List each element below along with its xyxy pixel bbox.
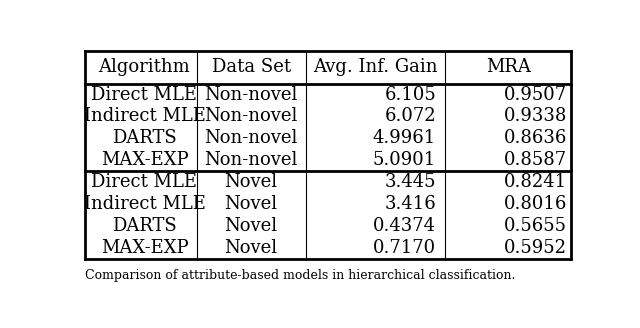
Text: Non-novel: Non-novel bbox=[204, 130, 298, 147]
Text: 6.105: 6.105 bbox=[385, 86, 436, 104]
Text: MAX-EXP: MAX-EXP bbox=[100, 151, 188, 169]
Text: 3.445: 3.445 bbox=[385, 173, 436, 191]
Text: 3.416: 3.416 bbox=[385, 195, 436, 213]
Text: DARTS: DARTS bbox=[112, 217, 177, 235]
Text: Novel: Novel bbox=[225, 239, 278, 257]
Text: Indirect MLE: Indirect MLE bbox=[84, 195, 205, 213]
Text: Comparison of attribute-based models in hierarchical classification.: Comparison of attribute-based models in … bbox=[85, 269, 515, 282]
Text: Novel: Novel bbox=[225, 217, 278, 235]
Text: 0.9338: 0.9338 bbox=[504, 108, 567, 126]
Text: 0.8636: 0.8636 bbox=[504, 130, 567, 147]
Text: 0.8016: 0.8016 bbox=[504, 195, 567, 213]
Text: 4.9961: 4.9961 bbox=[373, 130, 436, 147]
Text: MRA: MRA bbox=[486, 58, 531, 76]
Text: 0.8587: 0.8587 bbox=[504, 151, 567, 169]
Text: 0.4374: 0.4374 bbox=[373, 217, 436, 235]
Text: Non-novel: Non-novel bbox=[204, 151, 298, 169]
Text: Novel: Novel bbox=[225, 173, 278, 191]
Text: MAX-EXP: MAX-EXP bbox=[100, 239, 188, 257]
Text: 0.9507: 0.9507 bbox=[504, 86, 567, 104]
Text: 6.072: 6.072 bbox=[385, 108, 436, 126]
Text: Direct MLE: Direct MLE bbox=[92, 86, 198, 104]
Text: Non-novel: Non-novel bbox=[204, 108, 298, 126]
Text: Direct MLE: Direct MLE bbox=[92, 173, 198, 191]
Text: Indirect MLE: Indirect MLE bbox=[84, 108, 205, 126]
Text: Algorithm: Algorithm bbox=[99, 58, 190, 76]
Text: Non-novel: Non-novel bbox=[204, 86, 298, 104]
Text: 0.5655: 0.5655 bbox=[504, 217, 567, 235]
Text: 0.8241: 0.8241 bbox=[504, 173, 567, 191]
Text: 5.0901: 5.0901 bbox=[373, 151, 436, 169]
Text: Data Set: Data Set bbox=[212, 58, 291, 76]
Text: DARTS: DARTS bbox=[112, 130, 177, 147]
Text: 0.7170: 0.7170 bbox=[373, 239, 436, 257]
Text: Avg. Inf. Gain: Avg. Inf. Gain bbox=[313, 58, 437, 76]
Text: 0.5952: 0.5952 bbox=[504, 239, 567, 257]
Text: Novel: Novel bbox=[225, 195, 278, 213]
